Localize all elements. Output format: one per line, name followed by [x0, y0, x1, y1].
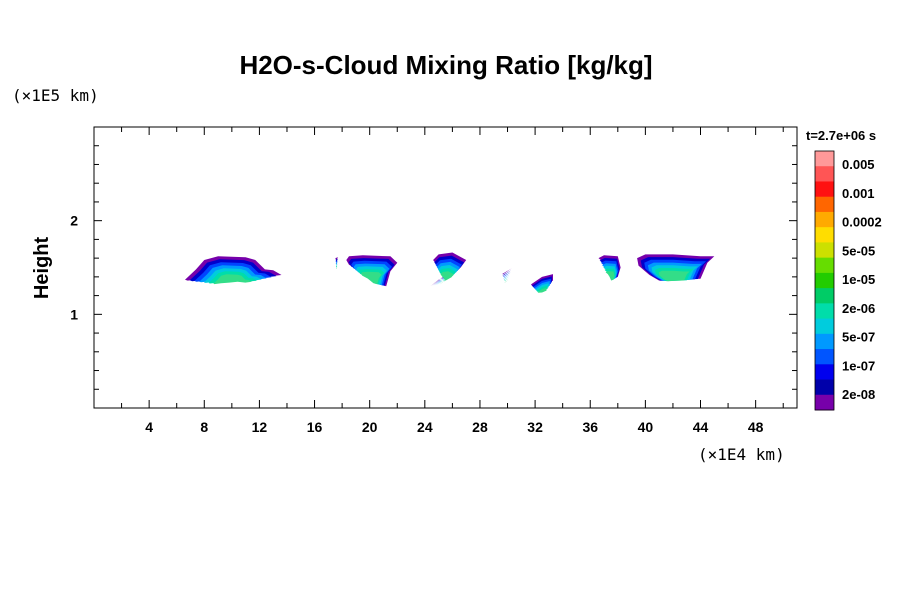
- colorbar-frame: [814, 150, 835, 411]
- colorbar-label: 0.001: [842, 186, 875, 201]
- cloud-dot-contour: [335, 258, 338, 262]
- cloud-dot-contour: [335, 264, 338, 266]
- colorbar-segment: [815, 181, 834, 198]
- colorbar-label: 2e-06: [842, 301, 875, 316]
- x-tick-label: 28: [472, 419, 488, 435]
- cloud-1: [185, 256, 282, 285]
- cloud-4: [502, 268, 512, 283]
- y-axis-ticks: 12: [70, 213, 78, 323]
- x-tick-label: 36: [582, 419, 598, 435]
- x-tick-label: 40: [638, 419, 654, 435]
- colorbar-segment: [815, 288, 834, 304]
- cloud-3: [430, 252, 467, 287]
- colorbar-segment: [815, 151, 834, 167]
- cloud-4-contour: [504, 278, 509, 281]
- x-tick-label: 44: [693, 419, 709, 435]
- cloud-3-contour: [439, 271, 454, 285]
- colorbar-segment: [815, 333, 834, 350]
- cloud-dot-contour: [335, 262, 338, 265]
- colorbar-label: 0.005: [842, 157, 875, 172]
- x-axis-ticks: 4 8 12 16 20 24 28 32 36 40 44 48: [145, 419, 763, 435]
- cloud-1-contour: [213, 274, 252, 285]
- colorbar-label: 1e-05: [842, 272, 875, 287]
- cloud-dot: [335, 257, 338, 269]
- cloud-dot-contour: [335, 257, 338, 260]
- time-label: t=2.7e+06 s: [806, 128, 876, 143]
- cloud-dot-contour: [335, 265, 338, 268]
- colorbar-segment: [815, 364, 834, 381]
- x-unit-label: (×1E4 km): [698, 445, 785, 464]
- colorbar-segment: [815, 349, 834, 365]
- y-tick-label: 2: [70, 213, 78, 229]
- colorbar-label: 2e-08: [842, 387, 875, 402]
- cloud-4-contour: [502, 272, 511, 277]
- cloud-5-contour: [537, 288, 547, 293]
- colorbar-segment: [815, 257, 834, 274]
- colorbar-segment: [815, 394, 834, 411]
- chart-title: H2O-s-Cloud Mixing Ratio [kg/kg]: [239, 50, 652, 80]
- colorbar-label: 5e-07: [842, 330, 875, 345]
- cloud-4-contour: [503, 276, 510, 280]
- colorbar-segment: [815, 303, 834, 320]
- x-tick-label: 20: [362, 419, 378, 435]
- x-tick-label: 8: [200, 419, 208, 435]
- colorbar-segment: [815, 272, 834, 289]
- x-tick-label: 4: [145, 419, 153, 435]
- x-tick-label: 16: [307, 419, 323, 435]
- axes: [94, 127, 797, 408]
- cloud-2-contour: [361, 271, 382, 285]
- colorbar-segment: [815, 196, 834, 213]
- cloud-2: [346, 255, 398, 287]
- colorbar-segment: [815, 227, 834, 243]
- y-tick-label: 1: [70, 306, 78, 322]
- cloud-7: [637, 254, 715, 282]
- cloud-4-contour: [502, 270, 512, 276]
- colorbar-label: 5e-05: [842, 243, 875, 258]
- y-unit-label: (×1E5 km): [12, 86, 99, 105]
- x-tick-label: 32: [527, 419, 543, 435]
- colorbar-segment: [815, 211, 834, 228]
- cloud-6-contour: [605, 271, 615, 281]
- colorbar-segment: [815, 242, 834, 259]
- x-tick-label: 24: [417, 419, 433, 435]
- cloud-dot-contour: [336, 267, 338, 269]
- colorbar-label: 0.0002: [842, 215, 882, 230]
- colorbar-label: 1e-07: [842, 358, 875, 373]
- cloud-7-contour: [658, 270, 690, 282]
- cloud-fields: [185, 252, 715, 293]
- cloud-4-contour: [503, 274, 510, 279]
- cloud-5-contour: [535, 283, 549, 291]
- plot-frame: [93, 126, 798, 409]
- colorbar-segment: [815, 379, 834, 396]
- cloud-dot-contour: [335, 260, 338, 263]
- cloud-5-contour: [536, 285, 548, 292]
- x-tick-label: 12: [252, 419, 268, 435]
- cloud-4-contour: [502, 268, 512, 275]
- colorbar: 0.005 0.001 0.0002 5e-05 1e-05 2e-06 5e-07 1e-0…: [814, 150, 882, 411]
- colorbar-segment: [815, 166, 834, 182]
- cloud-4-contour: [504, 280, 509, 283]
- x-tick-label: 48: [748, 419, 764, 435]
- cloud-5: [531, 274, 553, 293]
- y-axis-label: Height: [31, 237, 53, 300]
- cloud-6: [598, 255, 621, 281]
- colorbar-segment: [815, 318, 834, 335]
